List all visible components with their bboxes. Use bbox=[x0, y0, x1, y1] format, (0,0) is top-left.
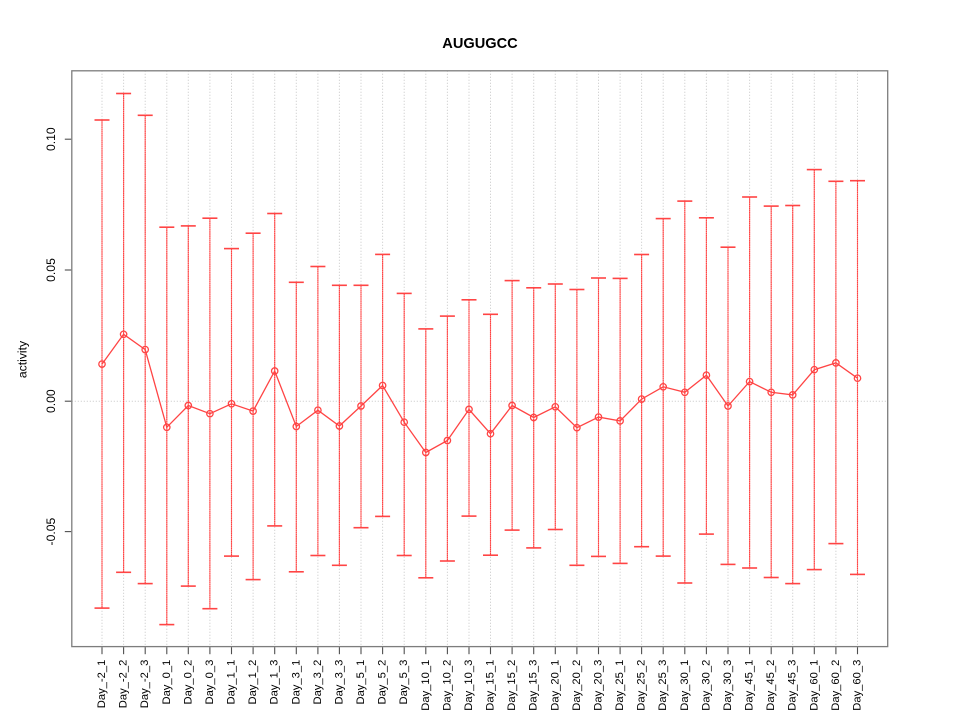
svg-text:Day_45_3: Day_45_3 bbox=[787, 660, 799, 711]
svg-text:Day_20_2: Day_20_2 bbox=[571, 660, 583, 711]
svg-text:Day_10_2: Day_10_2 bbox=[441, 660, 453, 711]
svg-text:Day_10_3: Day_10_3 bbox=[463, 660, 475, 711]
svg-text:Day_60_1: Day_60_1 bbox=[808, 660, 820, 711]
svg-text:Day_3_3: Day_3_3 bbox=[333, 660, 345, 705]
svg-text:-0.05: -0.05 bbox=[44, 517, 58, 545]
svg-text:Day_25_3: Day_25_3 bbox=[657, 660, 669, 711]
svg-text:Day_15_2: Day_15_2 bbox=[506, 660, 518, 711]
svg-text:Day_3_2: Day_3_2 bbox=[312, 660, 324, 705]
svg-text:0.05: 0.05 bbox=[44, 258, 58, 282]
svg-text:Day_5_1: Day_5_1 bbox=[355, 660, 367, 705]
svg-text:Day_45_1: Day_45_1 bbox=[744, 660, 756, 711]
svg-text:Day_15_3: Day_15_3 bbox=[528, 660, 540, 711]
svg-text:Day_25_1: Day_25_1 bbox=[614, 660, 626, 711]
svg-text:Day_20_1: Day_20_1 bbox=[549, 660, 561, 711]
svg-text:Day_25_2: Day_25_2 bbox=[636, 660, 648, 711]
svg-text:Day_45_2: Day_45_2 bbox=[765, 660, 777, 711]
svg-text:Day_5_2: Day_5_2 bbox=[377, 660, 389, 705]
svg-text:Day_0_1: Day_0_1 bbox=[161, 660, 173, 705]
svg-text:Day_30_2: Day_30_2 bbox=[700, 660, 712, 711]
svg-text:Day_30_3: Day_30_3 bbox=[722, 660, 734, 711]
svg-text:0.10: 0.10 bbox=[44, 127, 58, 151]
svg-text:Day_5_3: Day_5_3 bbox=[398, 660, 410, 705]
svg-text:0.00: 0.00 bbox=[44, 389, 58, 413]
svg-text:Day_30_1: Day_30_1 bbox=[679, 660, 691, 711]
svg-text:Day_1_3: Day_1_3 bbox=[269, 660, 281, 705]
svg-text:Day_1_1: Day_1_1 bbox=[226, 660, 238, 705]
svg-text:Day_10_1: Day_10_1 bbox=[420, 660, 432, 711]
svg-text:Day_60_2: Day_60_2 bbox=[830, 660, 842, 711]
svg-text:Day_3_1: Day_3_1 bbox=[290, 660, 302, 705]
svg-text:Day_-2_3: Day_-2_3 bbox=[139, 660, 151, 709]
svg-text:Day_0_3: Day_0_3 bbox=[204, 660, 216, 705]
svg-text:Day_1_2: Day_1_2 bbox=[247, 660, 259, 705]
svg-text:Day_0_2: Day_0_2 bbox=[182, 660, 194, 705]
svg-text:AUGUGCC: AUGUGCC bbox=[442, 36, 518, 52]
svg-text:Day_-2_1: Day_-2_1 bbox=[96, 660, 108, 709]
svg-text:Day_-2_2: Day_-2_2 bbox=[118, 660, 130, 709]
svg-text:Day_20_3: Day_20_3 bbox=[593, 660, 605, 711]
svg-text:Day_60_3: Day_60_3 bbox=[852, 660, 864, 711]
svg-text:Day_15_1: Day_15_1 bbox=[485, 660, 497, 711]
svg-text:activity: activity bbox=[15, 340, 29, 378]
